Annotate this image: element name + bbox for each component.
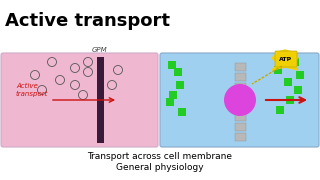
Bar bbox=[168, 61, 176, 69]
Bar bbox=[235, 83, 246, 91]
Text: Active transport: Active transport bbox=[5, 12, 170, 30]
Bar bbox=[178, 108, 186, 116]
Polygon shape bbox=[272, 50, 298, 70]
Text: GPM: GPM bbox=[92, 47, 108, 53]
Bar bbox=[169, 91, 177, 99]
Bar bbox=[235, 73, 246, 81]
Text: General physiology: General physiology bbox=[116, 163, 204, 172]
FancyBboxPatch shape bbox=[1, 53, 158, 147]
Bar bbox=[166, 98, 174, 106]
Bar bbox=[296, 71, 304, 79]
Bar bbox=[276, 106, 284, 114]
Bar bbox=[235, 133, 246, 141]
Bar bbox=[286, 96, 294, 104]
Bar bbox=[235, 103, 246, 111]
Bar bbox=[235, 113, 246, 121]
FancyBboxPatch shape bbox=[160, 53, 319, 147]
FancyBboxPatch shape bbox=[275, 51, 297, 67]
Bar bbox=[176, 81, 184, 89]
Text: Transport across cell membrane: Transport across cell membrane bbox=[87, 152, 233, 161]
Bar bbox=[174, 68, 182, 76]
Bar bbox=[274, 66, 282, 74]
Bar bbox=[284, 78, 292, 86]
Text: Active
transport: Active transport bbox=[16, 83, 48, 97]
Text: ATP: ATP bbox=[279, 57, 292, 62]
Bar bbox=[281, 58, 289, 66]
Bar bbox=[235, 63, 246, 71]
Circle shape bbox=[224, 84, 256, 116]
Bar bbox=[291, 58, 299, 66]
Bar bbox=[97, 57, 104, 143]
Bar bbox=[235, 93, 246, 101]
Bar bbox=[294, 86, 302, 94]
Bar bbox=[235, 123, 246, 131]
